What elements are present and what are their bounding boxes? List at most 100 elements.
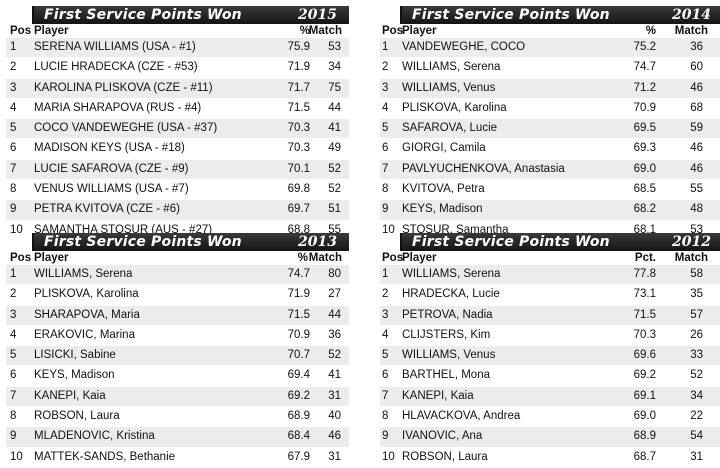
row-pct: 68.1 — [633, 223, 656, 236]
row-pct: 74.7 — [633, 61, 656, 74]
row-pct: 69.7 — [287, 203, 310, 216]
table-title: First Service Points Won — [412, 234, 610, 250]
stats-table-0: First Service Points Won 2015 Pos Player% Ma… — [6, 6, 349, 241]
table-row: 3 KAROLINA PLISKOVA (CZE - #11) 71.7 75 — [6, 78, 349, 99]
row-pos: 7 — [382, 389, 389, 402]
row-pct: 69.8 — [287, 183, 310, 196]
table-row: 2 HRADECKA, Lucie 73.1 35 — [380, 285, 720, 306]
table-year: 2015 — [298, 7, 337, 23]
row-pct: 68.2 — [633, 203, 656, 216]
stats-table-2: First Service Points Won 2013 Pos Player% Ma… — [6, 233, 349, 468]
stats-table-3: First Service Points Won 2012 Pos Player Pct… — [380, 233, 720, 468]
row-pct: 68.8 — [287, 223, 310, 236]
row-pos: 2 — [10, 61, 17, 74]
table-year: 2014 — [672, 7, 711, 23]
table-row: 5 WILLIAMS, Venus 69.6 33 — [380, 346, 720, 367]
header-player: Player — [402, 25, 437, 37]
row-player: WILLIAMS, Serena — [402, 268, 501, 280]
row-pos: 6 — [10, 142, 17, 155]
table-header: Pos Player% Match — [6, 24, 349, 38]
table-row: 3 WILLIAMS, Venus 71.2 46 — [380, 78, 720, 99]
table-header: Pos Player% Match — [380, 24, 720, 38]
header-player: Player — [34, 252, 69, 264]
row-player: KEYS, Madison — [34, 369, 115, 382]
row-match: 46 — [690, 162, 703, 175]
header-pct: % — [299, 25, 310, 37]
row-match: 60 — [690, 61, 703, 74]
row-player: MLADENOVIC, Kristina — [34, 430, 155, 443]
table-row: 2 LUCIE HRADECKA (CZE - #53) 71.9 34 — [6, 58, 349, 79]
row-pos: 8 — [382, 183, 389, 196]
row-pct: 75.9 — [287, 41, 310, 53]
row-pct: 71.9 — [287, 288, 310, 301]
table-row: 4 PLISKOVA, Karolina 70.9 68 — [380, 98, 720, 120]
row-match: 46 — [328, 430, 341, 443]
table-row: 4 ERAKOVIC, Marina 70.9 36 — [6, 325, 349, 347]
row-player: COCO VANDEWEGHE (USA - #37) — [34, 122, 218, 135]
row-pct: 70.7 — [287, 349, 310, 362]
table-banner: First Service Points Won 2015 — [32, 6, 349, 24]
table-year: 2013 — [298, 234, 337, 250]
row-player: HRADECKA, Lucie — [402, 288, 500, 301]
row-pos: 1 — [10, 41, 17, 53]
table-row: 7 KANEPI, Kaia 69.2 31 — [6, 386, 349, 408]
row-pct: 70.3 — [287, 142, 310, 155]
row-pos: 1 — [382, 268, 389, 280]
row-match: 48 — [690, 203, 703, 216]
row-player: WILLIAMS, Serena — [34, 268, 133, 280]
table-row: 9 KEYS, Madison 68.2 48 — [380, 200, 720, 221]
row-pct: 69.1 — [633, 389, 656, 402]
header-pos: Pos — [10, 25, 32, 37]
row-player: SAMANTHA STOSUR (AUS - #27) — [34, 223, 213, 236]
row-player: PETROVA, Nadia — [402, 308, 493, 321]
table-banner: First Service Points Won 2014 — [400, 6, 720, 24]
row-player: CLIJSTERS, Kim — [402, 328, 491, 341]
table-year: 2012 — [672, 234, 711, 250]
header-match: Match — [674, 252, 708, 264]
row-pct: 77.8 — [633, 268, 656, 280]
table-row: 1 VANDEWEGHE, COCO 75.2 36 — [380, 38, 720, 59]
row-match: 57 — [690, 308, 703, 321]
row-pos: 10 — [10, 223, 23, 236]
row-player: MARIA SHARAPOVA (RUS - #4) — [34, 101, 202, 114]
table-row: 5 SAFAROVA, Lucie 69.5 59 — [380, 119, 720, 140]
row-player: LISICKI, Sabine — [34, 349, 116, 362]
row-match: 34 — [690, 389, 703, 402]
row-player: WILLIAMS, Venus — [402, 349, 496, 362]
row-match: 59 — [690, 122, 703, 135]
table-row: 5 LISICKI, Sabine 70.7 52 — [6, 346, 349, 367]
row-match: 36 — [328, 328, 341, 341]
row-pos: 9 — [382, 203, 389, 216]
row-pct: 71.5 — [287, 101, 310, 114]
table-row: 8 KVITOVA, Petra 68.5 55 — [380, 180, 720, 201]
row-pct: 68.9 — [633, 430, 656, 443]
table-row: 10 MATTEK-SANDS, Bethanie 67.9 31 — [6, 447, 349, 468]
row-pos: 7 — [382, 162, 389, 175]
table-row: 6 KEYS, Madison 69.4 41 — [6, 366, 349, 387]
table-row: 4 CLIJSTERS, Kim 70.3 26 — [380, 325, 720, 347]
row-pct: 69.0 — [633, 162, 656, 175]
row-pos: 10 — [10, 450, 23, 463]
row-pct: 70.9 — [633, 101, 656, 114]
table-header: Pos Player Pct. Match — [380, 251, 720, 265]
row-pos: 3 — [10, 308, 17, 321]
table-row: 6 GIORGI, Camila 69.3 46 — [380, 139, 720, 160]
row-player: KEYS, Madison — [402, 203, 483, 216]
row-player: GIORGI, Camila — [402, 142, 486, 155]
row-pos: 3 — [382, 308, 389, 321]
row-match: 80 — [328, 268, 341, 280]
row-pct: 69.4 — [287, 369, 310, 382]
row-player: IVANOVIC, Ana — [402, 430, 483, 443]
row-pos: 3 — [382, 81, 389, 94]
table-row: 6 MADISON KEYS (USA - #18) 70.3 49 — [6, 139, 349, 160]
row-match: 41 — [328, 122, 341, 135]
table-row: 1 SERENA WILLIAMS (USA - #1) 75.9 53 — [6, 38, 349, 59]
row-pos: 9 — [382, 430, 389, 443]
row-player: BARTHEL, Mona — [402, 369, 490, 382]
row-match: 51 — [328, 203, 341, 216]
row-pos: 4 — [382, 328, 389, 341]
row-pct: 70.1 — [287, 162, 310, 175]
row-pct: 71.2 — [633, 81, 656, 94]
table-row: 8 VENUS WILLIAMS (USA - #7) 69.8 52 — [6, 180, 349, 201]
row-pos: 4 — [10, 101, 17, 114]
